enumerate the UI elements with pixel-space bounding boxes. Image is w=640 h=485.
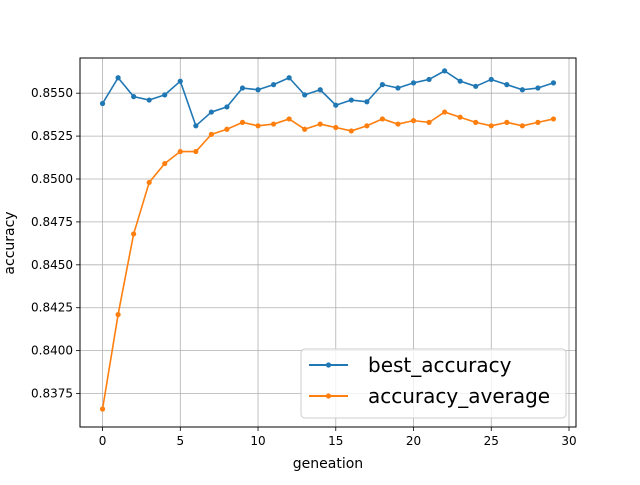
data-point-accuracy-average [115,311,121,318]
legend-marker-accuracy-average [325,393,332,399]
series-layer [99,68,557,412]
y-tick-label: 0.8500 [31,172,73,186]
data-point-best-accuracy [504,82,510,88]
data-point-best-accuracy [162,92,168,98]
data-point-best-accuracy [255,87,261,93]
data-point-best-accuracy [426,76,432,83]
data-point-accuracy-average [519,123,525,129]
data-point-accuracy-average [535,119,541,125]
x-tick-label: 15 [328,434,343,448]
data-point-best-accuracy [364,99,370,105]
data-point-best-accuracy [535,85,541,91]
legend: best_accuracy accuracy_average [300,348,567,419]
x-tick-label: 0 [99,434,107,448]
x-tick-label: 30 [561,434,576,448]
data-point-accuracy-average [550,116,557,122]
data-point-best-accuracy [302,92,308,98]
data-point-best-accuracy [115,75,121,81]
data-point-best-accuracy [146,97,152,103]
legend-frame [300,348,567,419]
data-point-accuracy-average [348,128,354,134]
series-line-best-accuracy [101,70,554,127]
data-point-best-accuracy [457,78,463,84]
data-point-accuracy-average [504,119,510,125]
data-point-best-accuracy [270,82,277,88]
data-point-best-accuracy [488,76,494,83]
data-point-best-accuracy [193,123,199,129]
data-point-accuracy-average [208,131,214,137]
data-point-accuracy-average [488,123,494,129]
data-point-accuracy-average [255,123,261,129]
data-point-best-accuracy [286,75,292,81]
data-point-accuracy-average [473,119,479,125]
data-point-accuracy-average [410,118,417,124]
x-tick-label: 10 [250,434,265,448]
y-tick-label: 0.8550 [31,86,73,100]
data-point-best-accuracy [317,87,323,93]
data-point-best-accuracy [224,104,230,110]
data-point-accuracy-average [317,121,323,127]
x-tick-label: 5 [176,434,184,448]
data-point-accuracy-average [442,109,448,115]
data-point-accuracy-average [177,148,183,155]
plot-frame [79,57,577,428]
data-point-best-accuracy [131,94,137,100]
data-point-best-accuracy [442,68,448,74]
series-line-accuracy-average [101,111,554,410]
data-point-best-accuracy [519,87,525,93]
data-point-accuracy-average [395,121,401,127]
data-point-accuracy-average [99,406,106,412]
y-tick-label: 0.8525 [31,129,73,143]
x-axis-label: geneation [293,456,363,472]
y-tick-label: 0.8475 [31,215,73,229]
x-tick-label: 25 [484,434,499,448]
x-tick-label: 20 [406,434,421,448]
data-point-best-accuracy [395,85,401,91]
data-point-best-accuracy [550,80,557,86]
data-point-accuracy-average [131,231,137,237]
data-point-accuracy-average [333,124,339,131]
legend-marker-best-accuracy [325,362,332,368]
data-point-best-accuracy [348,97,354,103]
data-point-best-accuracy [473,83,479,89]
data-point-accuracy-average [146,179,152,186]
data-point-best-accuracy [410,80,417,86]
data-point-accuracy-average [193,148,199,155]
data-point-accuracy-average [379,116,386,122]
y-tick-label: 0.8425 [31,301,73,315]
data-point-best-accuracy [99,100,106,107]
data-point-best-accuracy [333,102,339,108]
data-point-best-accuracy [239,85,246,91]
data-point-accuracy-average [286,116,292,122]
y-tick-label: 0.8450 [31,258,73,272]
legend-label-best-accuracy: best_accuracy [368,353,512,377]
data-point-accuracy-average [224,126,230,132]
legend-label-accuracy-average: accuracy_average [368,384,550,408]
data-point-accuracy-average [302,126,308,132]
y-tick-label: 0.8400 [31,344,73,358]
ticks: 0 5 10 15 20 25 30 0.8375 0.8400 0.8425 0.8450 0.84… [31,86,577,448]
data-point-accuracy-average [426,119,432,125]
data-point-accuracy-average [239,119,246,125]
y-axis-label: accuracy [2,211,18,274]
data-point-best-accuracy [208,109,214,115]
data-point-accuracy-average [364,123,370,129]
data-point-accuracy-average [457,114,463,120]
grid [80,58,576,427]
data-point-accuracy-average [270,121,277,127]
data-point-best-accuracy [177,78,183,84]
y-tick-label: 0.8375 [31,387,73,401]
data-point-best-accuracy [379,82,386,88]
data-point-accuracy-average [162,160,168,167]
